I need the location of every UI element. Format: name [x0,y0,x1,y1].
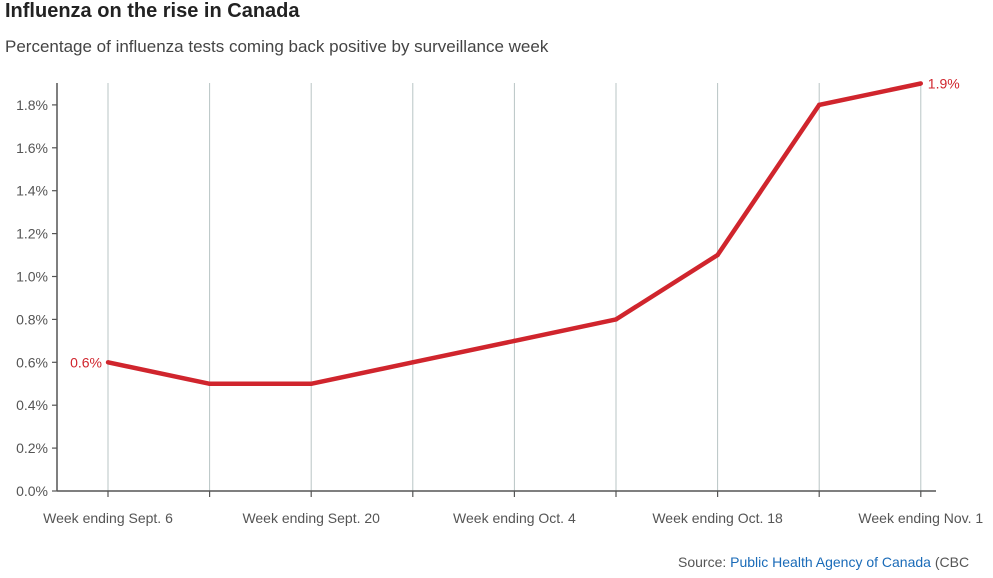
y-tick-label: 0.8% [16,311,48,327]
y-tick-label: 1.8% [16,97,48,113]
annotations: 0.6% 1.9% [70,75,960,370]
y-tick-label: 0.2% [16,440,48,456]
series-layer [105,81,923,387]
data-label: 0.6% [70,354,102,370]
y-tick-label: 0.0% [16,483,48,499]
data-label: 1.9% [928,75,960,91]
data-point [410,360,415,365]
chart-subtitle: Percentage of influenza tests coming bac… [5,37,549,56]
data-point [613,317,619,322]
data-point [207,381,212,386]
x-tick-label: Week ending Sept. 20 [242,510,380,526]
data-point [105,360,111,365]
source-suffix: (CBC [930,554,970,570]
y-tick-label: 0.6% [16,354,48,370]
x-tick-label: Week ending Oct. 18 [652,510,783,526]
y-tick-label: 1.6% [16,140,48,156]
x-tick-label: Week ending Sept. 6 [43,510,173,526]
data-point [309,381,314,386]
y-axis: 0.0% 0.2% 0.4% 0.6% 0.8% 1.0% 1.2% 1.4% 1.6% 1.8% [16,83,58,499]
x-axis: Week ending Sept. 6 Week ending Sept. 20 W… [43,490,983,526]
source-link[interactable]: Public Health Agency of Canada [730,554,931,570]
data-point [817,102,822,108]
y-tick-label: 1.4% [16,183,48,199]
y-tick-label: 1.0% [16,269,48,285]
data-point [715,252,720,258]
y-tick-label: 1.2% [16,226,48,242]
chart-title: Influenza on the rise in Canada [5,0,300,22]
grid-layer [107,83,922,491]
data-point [918,81,923,86]
y-tick-label: 0.4% [16,397,48,413]
x-tick-label: Week ending Oct. 4 [453,510,576,526]
source-prefix: Source: [678,554,731,570]
source-note: Source: Public Health Agency of Canada (… [678,554,969,570]
data-point [512,338,517,344]
x-tick-label: Week ending Nov. 1 [858,510,983,526]
